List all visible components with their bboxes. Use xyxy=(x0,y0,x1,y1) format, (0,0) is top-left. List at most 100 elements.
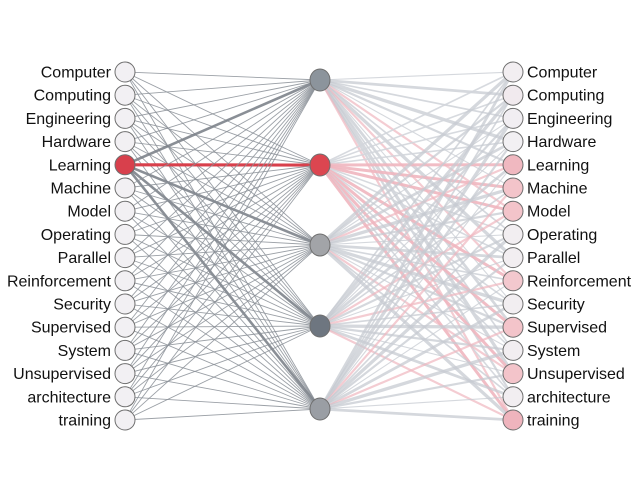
edge-hidden-5-to-system xyxy=(319,348,514,411)
input-node-parallel xyxy=(114,247,136,269)
input-label-hardware: Hardware xyxy=(42,134,111,151)
edge-hidden-4-to-computing xyxy=(318,94,515,328)
edge-model-to-hidden-3 xyxy=(124,210,321,246)
edge-hidden-5-to-computer xyxy=(318,71,515,410)
edge-hidden-4-to-training xyxy=(319,325,514,421)
input-label-reinforcement: Reinforcement xyxy=(7,273,112,290)
edge-computer-to-hidden-1 xyxy=(124,71,321,81)
input-label-engineering: Engineering xyxy=(26,111,111,128)
edge-hardware-to-hidden-4 xyxy=(124,141,321,327)
hidden-node-4 xyxy=(309,314,331,338)
input-label-operating: Operating xyxy=(41,227,111,244)
edge-hardware-to-hidden-3 xyxy=(124,141,321,246)
edge-hidden-1-to-unsupervised xyxy=(318,79,515,375)
input-to-hidden-edges xyxy=(123,71,322,421)
output-label-machine: Machine xyxy=(527,181,588,198)
edge-model-to-hidden-2 xyxy=(124,164,321,212)
edge-supervised-to-hidden-4 xyxy=(124,325,321,328)
edge-parallel-to-hidden-3 xyxy=(124,244,321,259)
output-label-supervised: Supervised xyxy=(527,320,607,337)
input-label-machine: Machine xyxy=(51,181,112,198)
edge-operating-to-hidden-3 xyxy=(124,233,321,246)
edge-hidden-4-to-architecture xyxy=(319,324,514,399)
output-node-learning xyxy=(502,154,524,176)
input-node-machine xyxy=(114,177,136,199)
edge-hidden-1-to-computing xyxy=(319,78,514,97)
edge-hidden-5-to-engineering xyxy=(318,117,515,410)
hidden-node-3 xyxy=(309,233,331,257)
edge-hidden-3-to-computer xyxy=(318,70,515,247)
output-layer: Computer Computing Engineering Hardware Lear… xyxy=(502,61,632,431)
edge-hidden-5-to-supervised xyxy=(319,326,514,411)
edge-architecture-to-hidden-1 xyxy=(124,79,321,398)
edge-training-to-hidden-4 xyxy=(124,325,321,421)
output-label-training: training xyxy=(527,413,579,430)
input-label-computing: Computing xyxy=(34,88,111,105)
edge-hidden-2-to-hardware xyxy=(319,140,514,166)
edge-architecture-to-hidden-4 xyxy=(124,325,321,398)
hidden-node-5 xyxy=(309,397,331,421)
edge-learning-to-hidden-5 xyxy=(123,163,322,410)
edge-computer-to-hidden-5 xyxy=(124,71,321,410)
edge-parallel-to-hidden-2 xyxy=(124,164,321,259)
output-node-model xyxy=(502,200,524,222)
edge-hidden-5-to-architecture xyxy=(319,396,514,410)
hidden-to-output-edges xyxy=(318,70,515,422)
input-node-supervised xyxy=(114,316,136,338)
output-node-system xyxy=(502,339,524,361)
edge-hardware-to-hidden-2 xyxy=(124,141,321,166)
edge-machine-to-hidden-4 xyxy=(124,187,321,327)
edge-system-to-hidden-4 xyxy=(124,325,321,351)
edge-learning-to-hidden-1 xyxy=(124,78,321,166)
output-label-system: System xyxy=(527,343,580,360)
edge-hidden-1-to-model xyxy=(319,79,514,213)
edge-security-to-hidden-1 xyxy=(124,79,321,305)
edge-hidden-5-to-parallel xyxy=(319,256,514,410)
edge-hidden-4-to-parallel xyxy=(319,257,514,327)
edge-reinforcement-to-hidden-5 xyxy=(124,280,321,410)
edge-hidden-3-to-computing xyxy=(319,94,514,246)
edge-computing-to-hidden-2 xyxy=(124,94,321,166)
output-label-engineering: Engineering xyxy=(527,111,612,128)
edge-machine-to-hidden-5 xyxy=(124,187,321,410)
edge-hidden-4-to-supervised xyxy=(319,324,514,329)
output-node-unsupervised xyxy=(502,363,524,385)
edge-hidden-4-to-reinforcement xyxy=(319,279,514,328)
input-node-architecture xyxy=(114,386,136,408)
edge-hidden-2-to-model xyxy=(319,163,514,213)
edge-hidden-4-to-security xyxy=(319,303,514,327)
edge-hidden-1-to-computer xyxy=(319,71,514,81)
edge-hidden-3-to-model xyxy=(319,210,514,247)
edge-unsupervised-to-hidden-5 xyxy=(124,373,321,410)
edge-supervised-to-hidden-3 xyxy=(124,244,321,328)
edge-operating-to-hidden-4 xyxy=(124,233,321,327)
input-node-operating xyxy=(114,223,136,245)
output-node-hardware xyxy=(502,131,524,153)
output-label-architecture: architecture xyxy=(527,389,611,406)
edge-operating-to-hidden-1 xyxy=(124,79,321,235)
output-node-training xyxy=(502,409,524,431)
edge-system-to-hidden-3 xyxy=(124,244,321,351)
edge-operating-to-hidden-5 xyxy=(124,234,321,410)
edge-hidden-3-to-hardware xyxy=(319,140,514,247)
edge-hidden-1-to-engineering xyxy=(319,79,514,120)
input-label-parallel: Parallel xyxy=(58,250,111,267)
edge-engineering-to-hidden-2 xyxy=(124,117,321,166)
edge-hidden-5-to-security xyxy=(319,302,514,411)
edge-hidden-4-to-system xyxy=(319,324,514,352)
output-node-security xyxy=(502,293,524,315)
edge-hidden-4-to-model xyxy=(319,210,514,327)
input-label-security: Security xyxy=(53,297,111,314)
input-node-computer xyxy=(114,61,136,83)
edge-hidden-5-to-operating xyxy=(318,233,515,411)
edge-hidden-3-to-learning xyxy=(319,163,514,247)
output-label-computing: Computing xyxy=(527,88,604,105)
input-node-hardware xyxy=(114,131,136,153)
edge-security-to-hidden-4 xyxy=(124,303,321,327)
edge-machine-to-hidden-1 xyxy=(124,79,321,189)
input-node-reinforcement xyxy=(114,270,136,292)
edge-computer-to-hidden-3 xyxy=(124,71,321,246)
edge-hidden-5-to-reinforcement xyxy=(319,280,514,410)
edge-training-to-hidden-1 xyxy=(124,79,321,421)
output-label-security: Security xyxy=(527,297,585,314)
